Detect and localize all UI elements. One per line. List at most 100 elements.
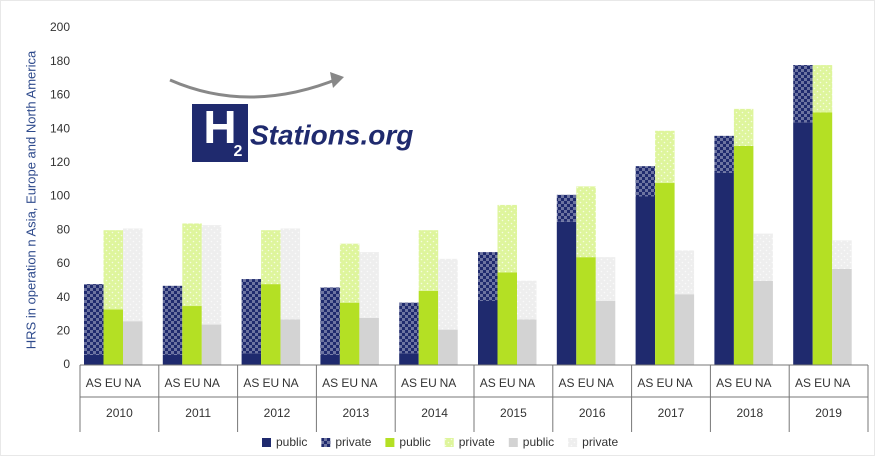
y-tick-label: 100: [50, 189, 70, 203]
x-group-label: EU: [105, 376, 122, 390]
bar-segment: [359, 252, 379, 318]
bar-segment: [517, 319, 537, 365]
y-tick-label: 180: [50, 54, 70, 68]
bar-segment: [793, 122, 813, 365]
x-tick-label: 2018: [736, 406, 763, 420]
bar-segment: [103, 309, 123, 365]
x-group-label: AS: [165, 376, 181, 390]
legend-label: public: [276, 435, 307, 449]
legend-swatch: [508, 438, 518, 447]
y-tick-label: 200: [50, 20, 70, 34]
legend-label: private: [459, 435, 495, 449]
y-tick-label: 60: [57, 256, 71, 270]
bar-segment: [812, 112, 833, 365]
x-group-label: NA: [440, 376, 457, 390]
x-group-label: AS: [86, 376, 102, 390]
bar-segment: [201, 225, 222, 325]
bar-segment: [418, 230, 439, 291]
bar-segment: [241, 353, 262, 365]
bar-segment: [201, 324, 222, 365]
x-group-label: NA: [203, 376, 220, 390]
x-group-label: EU: [263, 376, 280, 390]
bar-segment: [103, 230, 123, 310]
bar-segment: [655, 130, 675, 184]
bar-segment: [812, 65, 833, 113]
bar-segment: [438, 329, 458, 365]
x-tick-label: 2015: [500, 406, 527, 420]
x-group-label: EU: [184, 376, 201, 390]
y-tick-label: 160: [50, 88, 70, 102]
bar-segment: [261, 230, 281, 285]
x-group-label: NA: [834, 376, 851, 390]
x-group-label: EU: [499, 376, 516, 390]
logo-letter: H: [203, 101, 236, 153]
bar-segment: [339, 243, 360, 303]
bar-segment: [655, 183, 675, 365]
x-tick-label: 2012: [264, 406, 291, 420]
x-group-label: EU: [657, 376, 674, 390]
x-tick-label: 2013: [342, 406, 369, 420]
bar-segment: [674, 250, 695, 295]
bar-segment: [438, 258, 458, 330]
bar-segment: [182, 223, 202, 307]
y-axis-label: HRS in operation n Asia, Europe and Nort…: [23, 50, 38, 349]
bar-segment: [478, 252, 498, 301]
x-group-label: EU: [420, 376, 437, 390]
bar-segment: [320, 354, 340, 365]
x-group-label: AS: [243, 376, 259, 390]
bar-segment: [733, 108, 754, 146]
y-tick-label: 120: [50, 155, 70, 169]
bar-segment: [162, 285, 183, 355]
bar-segment: [517, 280, 537, 320]
bar-segment: [576, 257, 596, 365]
bar-segment: [635, 196, 656, 365]
bar-segment: [182, 306, 202, 365]
legend-label: public: [399, 435, 430, 449]
legend-swatch: [321, 438, 331, 447]
logo-sub: 2: [234, 143, 243, 160]
bar-segment: [595, 257, 616, 301]
y-tick-label: 40: [57, 290, 71, 304]
x-group-label: EU: [735, 376, 752, 390]
bar-segment: [320, 287, 340, 355]
bar-segment: [241, 279, 262, 354]
logo-box: [192, 104, 248, 162]
x-group-label: EU: [578, 376, 595, 390]
bar-segment: [832, 240, 852, 269]
x-tick-label: 2014: [421, 406, 448, 420]
bar-segment: [84, 354, 104, 365]
x-group-label: AS: [322, 376, 338, 390]
x-tick-label: 2011: [185, 406, 211, 420]
y-tick-label: 80: [57, 222, 71, 236]
legend-swatch: [444, 438, 454, 447]
bar-segment: [556, 194, 577, 222]
y-tick-label: 20: [57, 323, 71, 337]
bar-segment: [280, 228, 301, 320]
x-group-label: AS: [637, 376, 653, 390]
x-group-label: EU: [814, 376, 831, 390]
bar-segment: [595, 300, 616, 365]
bar-segment: [497, 204, 517, 273]
legend-swatch: [262, 438, 271, 447]
y-tick-label: 140: [50, 121, 70, 135]
x-group-label: AS: [716, 376, 732, 390]
bar-segment: [832, 268, 852, 365]
y-tick-label: 0: [63, 357, 70, 371]
x-tick-label: 2017: [658, 406, 685, 420]
bar-segment: [753, 233, 773, 281]
logo-arrow: [169, 76, 341, 99]
bar-segment: [674, 294, 695, 365]
bar-segment: [162, 354, 183, 365]
x-group-label: NA: [361, 376, 378, 390]
x-group-label: AS: [401, 376, 417, 390]
bar-segment: [497, 272, 517, 365]
logo-text: Stations.org: [250, 119, 413, 150]
bar-segment: [280, 319, 301, 365]
x-group-label: NA: [282, 376, 299, 390]
x-tick-label: 2016: [579, 406, 606, 420]
bar-segment: [339, 302, 360, 365]
bar-segment: [753, 280, 773, 365]
x-group-label: NA: [755, 376, 772, 390]
bar-segment: [733, 145, 754, 365]
